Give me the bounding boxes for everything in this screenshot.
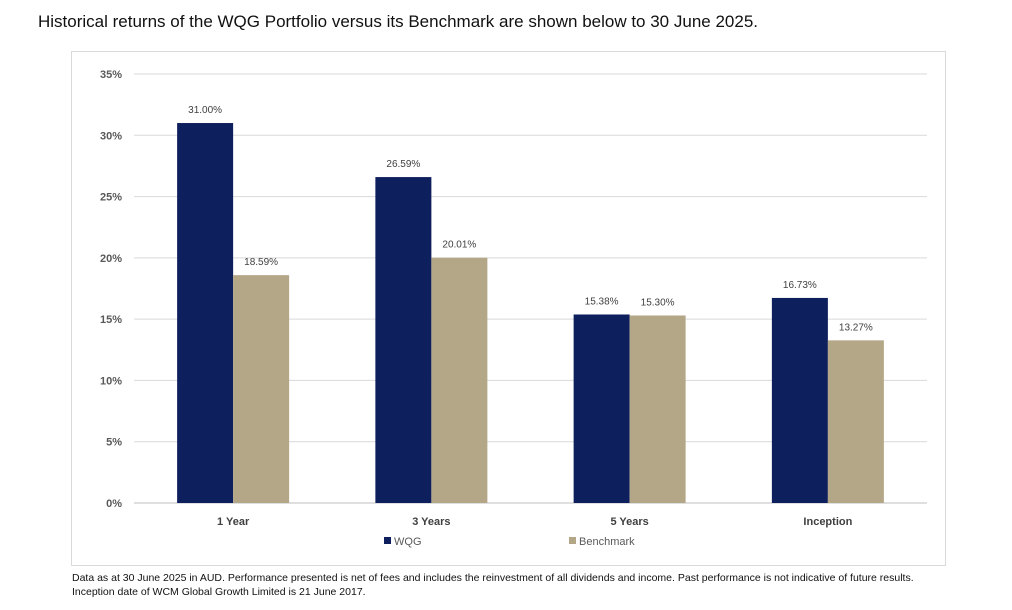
x-tick-label: 1 Year: [217, 516, 250, 528]
data-label: 16.73%: [783, 280, 817, 291]
data-label: 18.59%: [244, 257, 278, 268]
bar-benchmark: [233, 275, 290, 503]
data-label: 20.01%: [442, 240, 476, 251]
page-heading: Historical returns of the WQG Portfolio …: [38, 12, 758, 31]
bar-wqg: [375, 177, 432, 503]
footnote-line-1: Data as at 30 June 2025 in AUD. Performa…: [72, 572, 914, 584]
legend-label-wqg: WQG: [394, 536, 422, 548]
y-tick-label: 30%: [100, 130, 122, 142]
legend-swatch-benchmark: [569, 537, 576, 544]
x-tick-label: 3 Years: [412, 516, 450, 528]
y-tick-label: 10%: [100, 375, 122, 387]
data-label: 31.00%: [188, 105, 222, 116]
chart-frame: 0% 5% 10% 15% 20% 25% 30% 35% 31.00% 18.59% 1 Year…: [71, 51, 946, 566]
footnote-line-2: Inception date of WCM Global Growth Limi…: [72, 586, 366, 598]
y-tick-label: 0%: [106, 498, 122, 510]
footnote: Data as at 30 June 2025 in AUD. Performa…: [72, 571, 914, 599]
data-label: 26.59%: [386, 159, 420, 170]
y-tick-label: 15%: [100, 314, 122, 326]
bar-benchmark: [431, 257, 488, 503]
y-tick-label: 35%: [100, 69, 122, 81]
data-label: 15.30%: [641, 297, 675, 308]
bar-wqg: [573, 314, 630, 503]
y-tick-label: 5%: [106, 437, 122, 449]
bar-benchmark: [827, 340, 884, 503]
data-label: 15.38%: [585, 296, 619, 307]
x-tick-label: Inception: [803, 516, 852, 528]
data-label: 13.27%: [839, 322, 873, 333]
bar-wqg: [771, 297, 828, 503]
returns-bar-chart: 0% 5% 10% 15% 20% 25% 30% 35% 31.00% 18.59% 1 Year…: [100, 69, 927, 548]
bar-wqg: [177, 123, 234, 504]
legend-swatch-wqg: [384, 537, 391, 544]
x-tick-label: 5 Years: [610, 516, 648, 528]
bar-benchmark: [629, 315, 686, 503]
legend-label-benchmark: Benchmark: [579, 536, 635, 548]
y-tick-label: 20%: [100, 253, 122, 265]
y-tick-label: 25%: [100, 192, 122, 204]
